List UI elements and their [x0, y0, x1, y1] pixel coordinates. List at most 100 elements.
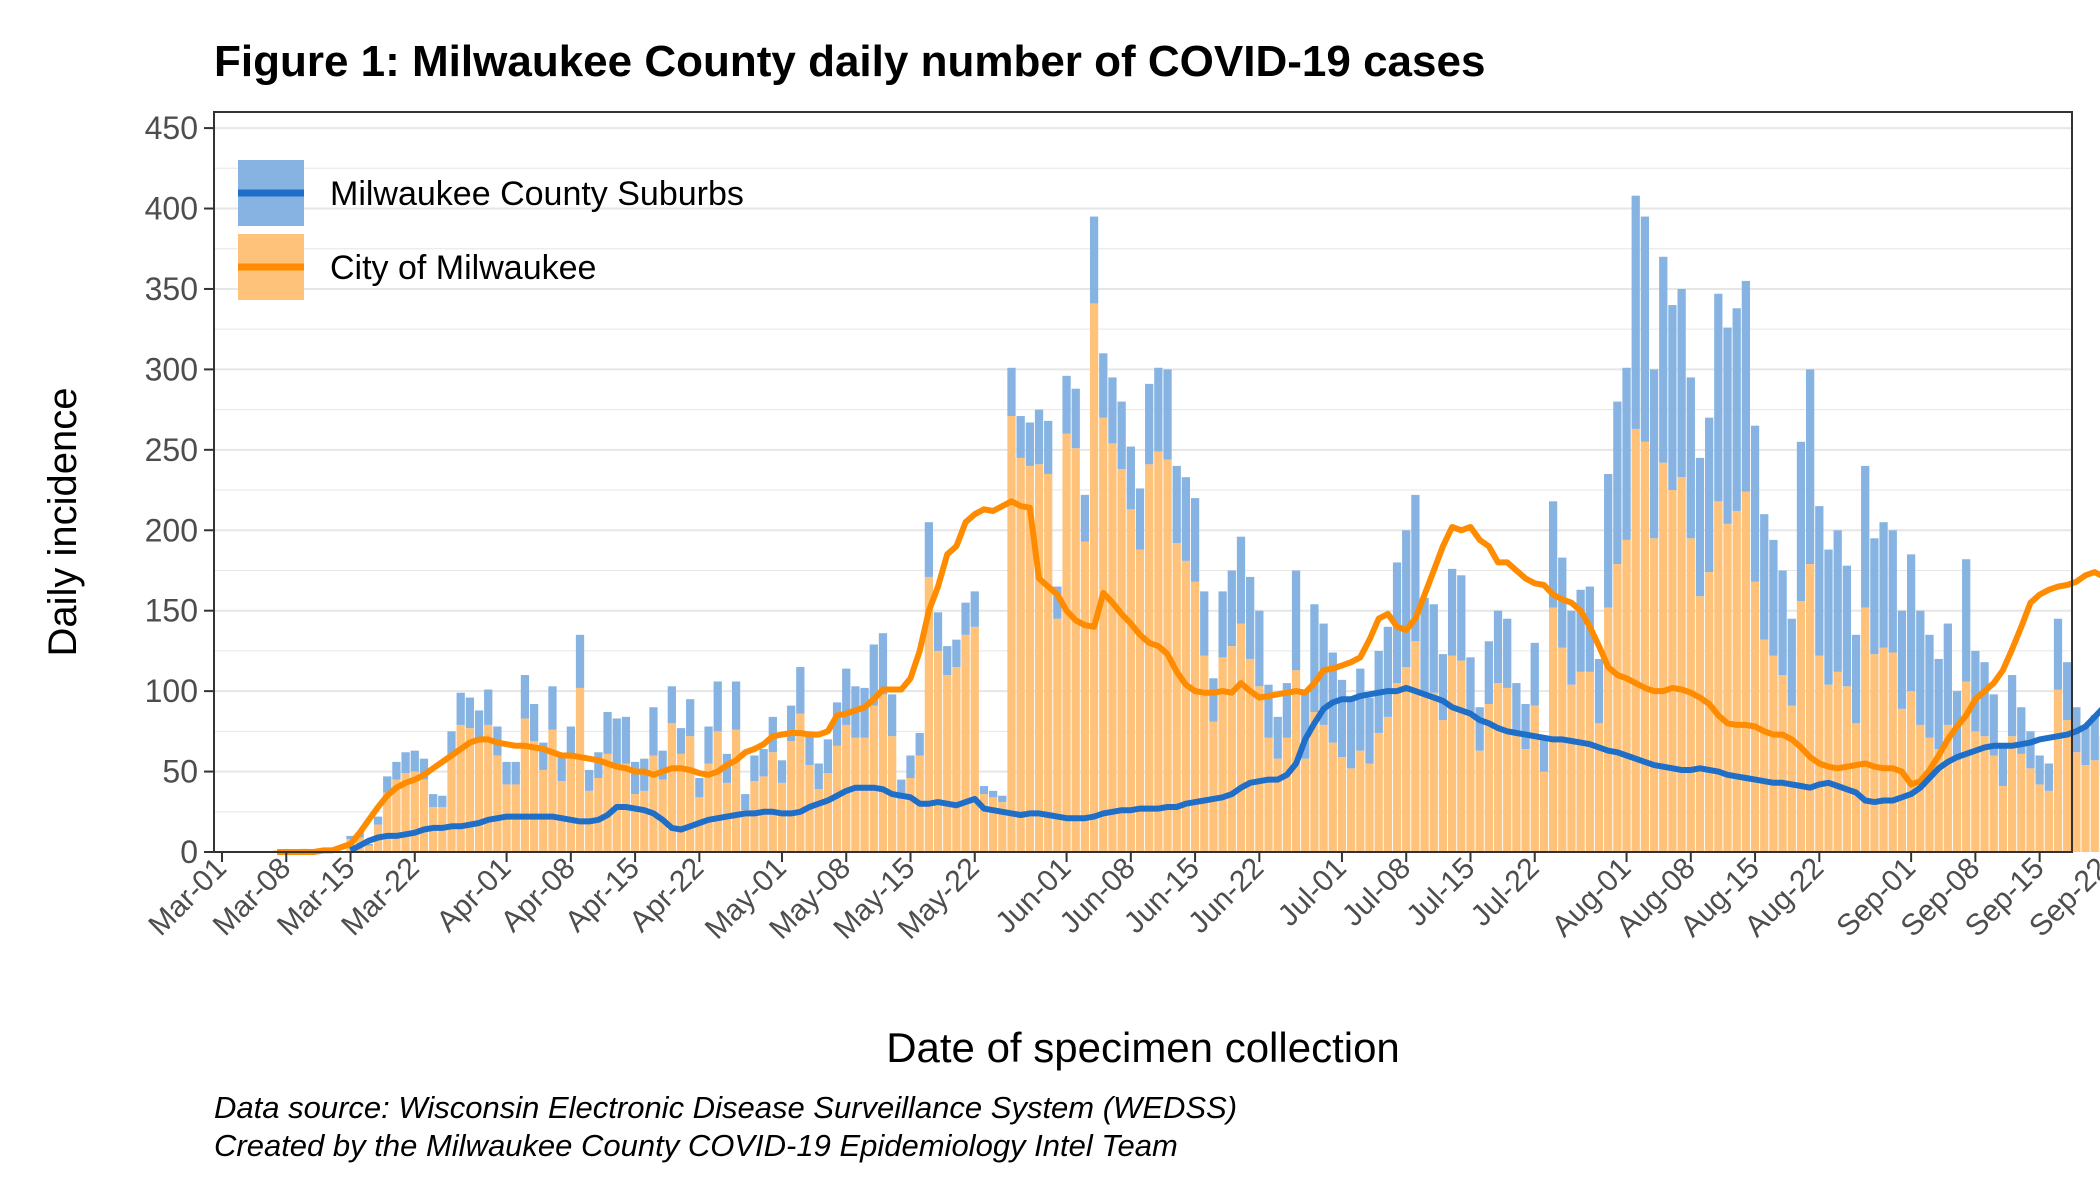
bar-city — [1080, 541, 1090, 852]
bar-city — [1255, 686, 1264, 852]
y-tick-label: 450 — [145, 110, 198, 146]
bar-city — [1585, 671, 1594, 852]
bar-city — [1209, 721, 1218, 852]
bar-city — [686, 736, 695, 852]
bar-suburbs — [1282, 683, 1292, 738]
bar-suburbs — [979, 786, 989, 795]
bar-city — [1778, 675, 1787, 852]
bar-suburbs — [1705, 417, 1714, 573]
bar-city — [1631, 428, 1640, 852]
bar-suburbs — [2017, 707, 2026, 754]
plot-border — [213, 111, 2073, 853]
bar-city — [1200, 655, 1209, 852]
bar-city — [1971, 731, 1980, 852]
bar-suburbs — [2090, 715, 2099, 761]
bar-suburbs — [1438, 654, 1448, 721]
bar-city — [539, 769, 548, 852]
bar-suburbs — [1604, 473, 1613, 608]
bar-city — [1567, 684, 1576, 852]
bar-suburbs — [759, 749, 768, 777]
bar-suburbs — [943, 646, 952, 676]
bar-suburbs — [1493, 610, 1503, 684]
bar-city — [1034, 464, 1044, 852]
bar-suburbs — [658, 750, 667, 780]
bar-city — [768, 752, 777, 852]
bar-city — [979, 794, 989, 852]
bar-city — [1796, 601, 1806, 852]
bar-city — [1420, 694, 1429, 852]
x-tick-label: Apr-22 — [623, 852, 710, 939]
bar-city — [1374, 732, 1383, 852]
bar-city — [1750, 581, 1760, 852]
bar-suburbs — [1916, 610, 1925, 725]
y-tick-label: 300 — [145, 351, 198, 387]
bar-suburbs — [686, 699, 695, 737]
bar-city — [1484, 704, 1493, 852]
bar-suburbs — [1099, 353, 1108, 418]
bar-suburbs — [1200, 591, 1209, 656]
bar-suburbs — [1989, 694, 1998, 756]
bar-city — [1576, 671, 1585, 852]
bar-city — [1411, 641, 1420, 852]
bar-city — [1319, 724, 1328, 852]
bar-suburbs — [630, 761, 640, 795]
bar-city — [1383, 716, 1392, 852]
bar-city — [851, 737, 860, 852]
bar-suburbs — [410, 750, 419, 772]
bar-city — [1695, 596, 1705, 852]
bar-city — [1310, 712, 1319, 852]
bar-city — [1438, 720, 1448, 852]
bar-city — [529, 741, 539, 852]
bar-suburbs — [1310, 604, 1319, 713]
bar-suburbs — [988, 790, 998, 798]
bar-city — [419, 779, 429, 852]
bar-suburbs — [1246, 576, 1255, 659]
bar-suburbs — [787, 705, 796, 741]
bar-city — [1025, 465, 1034, 852]
bar-city — [1007, 416, 1016, 852]
bar-suburbs — [585, 769, 594, 791]
bar-city — [860, 737, 869, 852]
bar-city — [1347, 768, 1356, 852]
bar-suburbs — [667, 686, 676, 724]
bar-city — [777, 782, 787, 852]
bar-city — [1952, 760, 1962, 852]
bar-suburbs — [1760, 514, 1769, 640]
bar-suburbs — [1420, 597, 1429, 695]
bar-suburbs — [1631, 195, 1640, 429]
bar-suburbs — [1145, 383, 1154, 465]
bar-suburbs — [1080, 494, 1090, 542]
bar-city — [1218, 657, 1227, 852]
bar-city — [1815, 655, 1824, 852]
bar-suburbs — [695, 778, 704, 798]
bar-city — [1429, 692, 1438, 852]
bar-suburbs — [566, 726, 575, 758]
bar-city — [2053, 689, 2063, 852]
bar-city — [1301, 758, 1310, 852]
bar-city — [1668, 490, 1677, 852]
bar-suburbs — [1539, 736, 1549, 772]
y-tick-label: 400 — [145, 191, 198, 227]
bar-city — [1530, 705, 1539, 852]
bar-suburbs — [1135, 488, 1145, 550]
y-tick-label: 100 — [145, 673, 198, 709]
bar-city — [1154, 451, 1163, 852]
bar-city — [630, 794, 640, 852]
bar-suburbs — [1851, 634, 1861, 724]
bar-suburbs — [814, 763, 823, 790]
bar-city — [1906, 691, 1916, 852]
bar-city — [1861, 607, 1870, 852]
bar-suburbs — [1980, 662, 1989, 737]
bar-city — [924, 576, 933, 852]
bar-suburbs — [1594, 658, 1604, 724]
y-tick-label: 200 — [145, 512, 198, 548]
bar-suburbs — [1649, 369, 1659, 539]
bar-suburbs — [713, 681, 722, 732]
y-tick-label: 150 — [145, 593, 198, 629]
x-tick-label: Jul-22 — [1465, 852, 1546, 933]
bar-suburbs — [1117, 401, 1126, 470]
bar-city — [594, 778, 603, 852]
bar-suburbs — [1411, 494, 1420, 642]
bar-city — [1016, 457, 1025, 852]
bar-city — [943, 675, 952, 852]
